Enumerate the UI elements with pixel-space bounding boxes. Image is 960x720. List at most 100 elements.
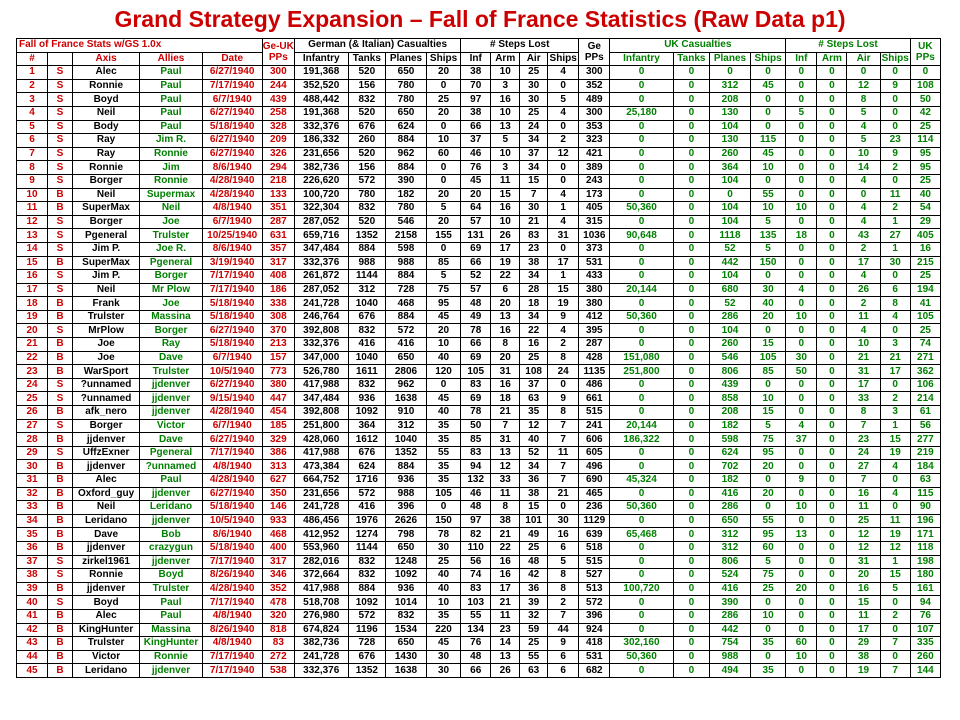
table-cell: 18 <box>15 296 49 311</box>
table-cell: 312 <box>347 282 387 298</box>
table-cell: 7 <box>846 473 881 488</box>
table-cell: B <box>47 309 73 325</box>
table-cell: 12 <box>846 540 881 556</box>
table-cell: 35 <box>15 527 49 542</box>
table-cell: 94 <box>460 459 492 474</box>
table-cell: 0 <box>846 65 881 80</box>
table-cell: 150 <box>425 513 462 529</box>
table-cell: 33 <box>846 391 881 407</box>
table-cell: 161 <box>909 581 942 597</box>
table-cell: 17 <box>879 364 911 379</box>
table-cell: 27 <box>879 228 911 243</box>
table-cell: 1092 <box>385 568 427 583</box>
table-cell: 0 <box>816 622 848 638</box>
table-cell: 0 <box>672 201 711 216</box>
table-cell: 21 <box>490 527 521 542</box>
table-cell: 390 <box>385 173 427 189</box>
table-cell: 10 <box>425 595 462 610</box>
table-cell: 194 <box>909 282 942 298</box>
table-cell: 382,736 <box>293 160 349 175</box>
table-cell: 17 <box>490 241 521 257</box>
table-cell: 41 <box>15 608 49 624</box>
table-cell: Paul <box>139 105 203 121</box>
table-cell: 7 <box>547 459 580 474</box>
table-cell: 182 <box>385 187 427 203</box>
table-cell: 478 <box>261 595 295 610</box>
table-cell: 108 <box>519 364 549 379</box>
table-cell: 5 <box>749 418 787 434</box>
table-cell: 417,988 <box>293 377 349 393</box>
table-cell: 8 <box>15 160 49 175</box>
table-cell: 191,368 <box>293 65 349 80</box>
table-cell: 146 <box>261 500 295 515</box>
table-cell: 1 <box>879 418 911 434</box>
table-cell: Supermax <box>139 187 203 203</box>
table-cell: 132 <box>460 473 492 488</box>
table-cell: 66 <box>460 119 492 135</box>
table-cell: Jim R. <box>139 133 203 148</box>
table-cell: S <box>47 78 73 94</box>
table-cell: Mr Plow <box>139 282 203 298</box>
table-cell: 29 <box>15 445 49 461</box>
table-cell: 105 <box>909 309 942 325</box>
table-cell: 884 <box>347 581 387 597</box>
table-cell: 0 <box>879 269 911 284</box>
table-cell: 45 <box>15 663 49 678</box>
table-cell: 0 <box>785 173 818 189</box>
table-row: 16 S Jim P. Borger 7/17/1940 408 261,872 1144 88… <box>15 269 942 284</box>
table-cell: jjdenver <box>139 405 203 420</box>
table-cell: Bob <box>139 527 203 542</box>
table-cell: 76 <box>909 608 942 624</box>
table-row: 6 S Ray Jim R. 6/27/1940 209 186,332 260 884 10 37… <box>15 133 942 148</box>
table-cell: 20 <box>846 568 881 583</box>
table-cell: 20 <box>425 214 462 230</box>
table-cell: 442 <box>709 622 751 638</box>
table-cell: 4 <box>846 119 881 135</box>
table-cell: 66 <box>460 663 492 678</box>
table-cell: 0 <box>846 187 881 203</box>
table-cell: 76 <box>460 636 492 651</box>
table-cell: 218 <box>261 173 295 189</box>
table-cell: 4 <box>785 282 818 298</box>
table-cell: 933 <box>261 513 295 529</box>
table-cell: 50,360 <box>609 649 674 665</box>
table-cell: 12 <box>519 418 549 434</box>
table-cell: 323 <box>578 133 611 148</box>
table-cell: 33 <box>15 500 49 515</box>
table-row: 43 B Trulster KingHunter 4/8/1940 83 382,736 72… <box>15 636 942 651</box>
uk-casualties-header: UK Casualties <box>609 38 787 53</box>
table-cell: 70 <box>460 78 492 94</box>
table-row: 29 S UffzExner Pgeneral 7/17/1940 386 417,988 6… <box>15 445 942 461</box>
table-cell: 52 <box>709 296 751 311</box>
table-cell: B <box>47 540 73 556</box>
table-row: 1 S Alec Paul 6/27/1940 300 191,368 520 650 20 38 1… <box>15 65 942 80</box>
table-cell: ?unnamed <box>71 377 141 393</box>
table-cell: 9 <box>879 146 911 162</box>
table-cell: 832 <box>385 608 427 624</box>
table-cell: 0 <box>785 269 818 284</box>
table-cell: 0 <box>785 187 818 203</box>
table-cell: 0 <box>785 296 818 311</box>
table-cell: 664,752 <box>293 473 349 488</box>
table-cell: 988 <box>385 255 427 271</box>
table-cell: 1092 <box>347 405 387 420</box>
table-cell: 1274 <box>347 527 387 542</box>
table-cell: 30 <box>15 459 49 474</box>
table-cell: 380 <box>578 282 611 298</box>
col-side <box>47 51 73 67</box>
table-cell: 396 <box>385 500 427 515</box>
table-cell: 0 <box>816 146 848 162</box>
table-cell: 37 <box>519 146 549 162</box>
table-cell: 0 <box>609 160 674 175</box>
table-cell: 0 <box>879 622 911 638</box>
table-cell: 347,000 <box>293 350 349 366</box>
table-cell: 55 <box>460 608 492 624</box>
table-cell: 7 <box>519 187 549 203</box>
table-cell: 17 <box>547 255 580 271</box>
table-cell: 6/27/1940 <box>201 146 263 162</box>
table-cell: 0 <box>816 432 848 447</box>
table-cell: 26 <box>846 282 881 298</box>
table-cell: 18 <box>519 296 549 311</box>
table-cell: 1352 <box>385 445 427 461</box>
table-cell: 15 <box>749 337 787 352</box>
